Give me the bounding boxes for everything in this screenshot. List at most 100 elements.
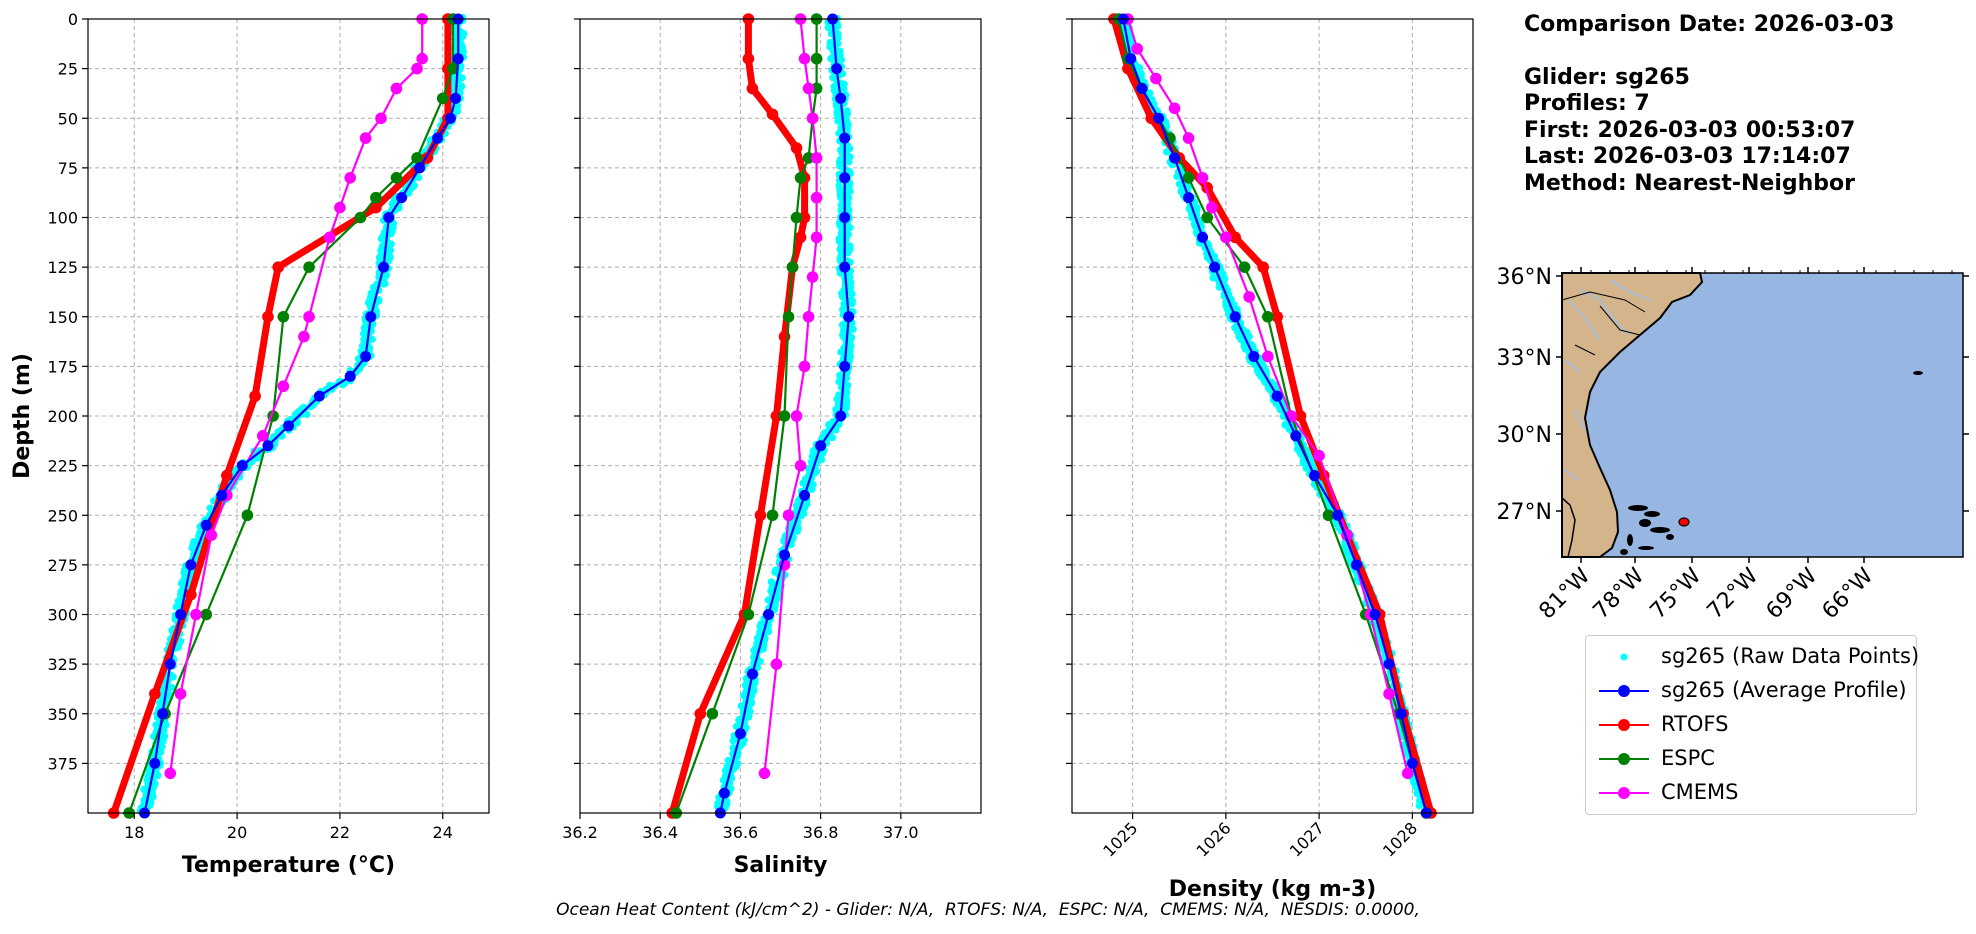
- legend-item-raw: sg265 (Raw Data Points): [1586, 640, 1920, 674]
- raw-data-point: [405, 189, 413, 197]
- raw-data-point: [844, 224, 852, 233]
- data-point: [1322, 509, 1335, 522]
- state-border: [1599, 305, 1641, 336]
- data-point: [802, 152, 815, 164]
- data-point: [277, 380, 290, 393]
- island: [1628, 505, 1648, 511]
- legend-espc-marker: [1599, 753, 1649, 765]
- data-point: [770, 410, 783, 422]
- data-point: [1206, 201, 1218, 214]
- x-tick-label: 36.2: [562, 823, 598, 842]
- data-point: [1262, 350, 1274, 363]
- first-time: First: 2026-03-03 00:53:07: [1524, 117, 1856, 143]
- data-point: [1197, 231, 1209, 243]
- river: [1579, 289, 1629, 336]
- land-mass: [1561, 272, 1704, 558]
- raw-data-point: [845, 158, 853, 166]
- data-point: [1313, 449, 1325, 462]
- data-point: [1131, 42, 1144, 55]
- y-tick-label: 375: [47, 754, 78, 773]
- data-point: [782, 509, 795, 522]
- last-time: Last: 2026-03-03 17:14:07: [1524, 144, 1851, 169]
- series-line-sg265-average-profile-: [719, 18, 850, 814]
- data-point: [444, 112, 456, 124]
- x-tick-label: 36.6: [723, 823, 759, 842]
- data-point: [718, 787, 730, 799]
- legend-label: sg265 (Raw Data Points): [1661, 644, 1920, 668]
- legend-item-cmems: CMEMS: [1586, 776, 1916, 810]
- x-tick-label: 22: [330, 823, 350, 842]
- data-point: [1262, 310, 1274, 323]
- data-point: [799, 489, 811, 501]
- lon-tick-label: 75°W: [1646, 563, 1707, 624]
- x-tick-label: 37.0: [883, 823, 919, 842]
- raw-data-point: [1162, 148, 1171, 156]
- lat-tick-label: 36°N: [1497, 265, 1552, 290]
- data-point: [283, 420, 294, 432]
- raw-data-point: [840, 85, 848, 93]
- method: Method: Nearest-Neighbor: [1524, 170, 1855, 196]
- data-point: [742, 608, 755, 621]
- series-line-rtofs: [1110, 18, 1435, 814]
- legend-item-rtofs: RTOFS: [1586, 708, 1916, 742]
- data-point: [794, 459, 807, 472]
- data-point: [436, 92, 449, 105]
- legend-cmems-marker: [1599, 787, 1649, 799]
- data-point: [185, 588, 197, 601]
- data-point: [344, 370, 356, 382]
- data-point: [1125, 53, 1137, 65]
- data-point: [1153, 112, 1165, 124]
- raw-data-point: [149, 792, 157, 800]
- data-point: [810, 52, 823, 65]
- data-point: [790, 211, 803, 224]
- data-point: [277, 310, 290, 323]
- raw-data-point: [846, 283, 855, 292]
- y-tick-label: 75: [58, 159, 78, 178]
- raw-data-point: [375, 254, 384, 262]
- raw-data-point: [206, 504, 214, 512]
- data-point: [1294, 410, 1307, 422]
- lon-tick-label: 69°W: [1762, 563, 1823, 624]
- data-point: [241, 509, 254, 522]
- raw-data-point: [834, 395, 842, 403]
- data-point: [375, 112, 387, 125]
- data-point: [835, 92, 847, 104]
- data-point: [843, 311, 855, 323]
- island: [1639, 519, 1651, 527]
- data-point: [200, 519, 212, 531]
- y-tick-label: 175: [47, 357, 78, 376]
- island: [1913, 371, 1923, 375]
- data-point: [798, 360, 811, 373]
- legend-label: sg265 (Average Profile): [1661, 678, 1907, 702]
- raw-data-point: [454, 107, 462, 115]
- data-point: [1290, 430, 1302, 442]
- x-tick-label: 36.8: [803, 823, 839, 842]
- data-point: [411, 62, 423, 75]
- legend-label: CMEMS: [1661, 780, 1739, 804]
- data-point: [1196, 172, 1209, 184]
- data-point: [802, 82, 815, 95]
- data-point: [806, 271, 819, 283]
- data-point: [164, 658, 176, 670]
- data-point: [1248, 350, 1260, 362]
- data-point: [1383, 658, 1395, 670]
- series-line-cmems: [763, 18, 818, 774]
- data-point: [786, 261, 799, 273]
- river: [1564, 469, 1579, 481]
- data-point: [1238, 261, 1251, 273]
- lon-tick-label: 72°W: [1703, 563, 1764, 624]
- comparison-info: Comparison Date: 2026-03-03 Glider: sg265…: [1524, 12, 1894, 197]
- data-point: [1257, 261, 1269, 273]
- y-tick-label: 150: [47, 308, 78, 327]
- comparison-date: Comparison Date: 2026-03-03: [1524, 12, 1895, 37]
- data-point: [414, 162, 426, 174]
- y-tick-label: 275: [47, 556, 78, 575]
- x-tick-label: 20: [227, 823, 247, 842]
- data-point: [1183, 192, 1195, 204]
- series-line-cmems: [169, 19, 424, 774]
- data-point: [1271, 390, 1283, 402]
- data-point: [839, 172, 851, 184]
- data-point: [370, 201, 382, 214]
- data-point: [806, 112, 819, 125]
